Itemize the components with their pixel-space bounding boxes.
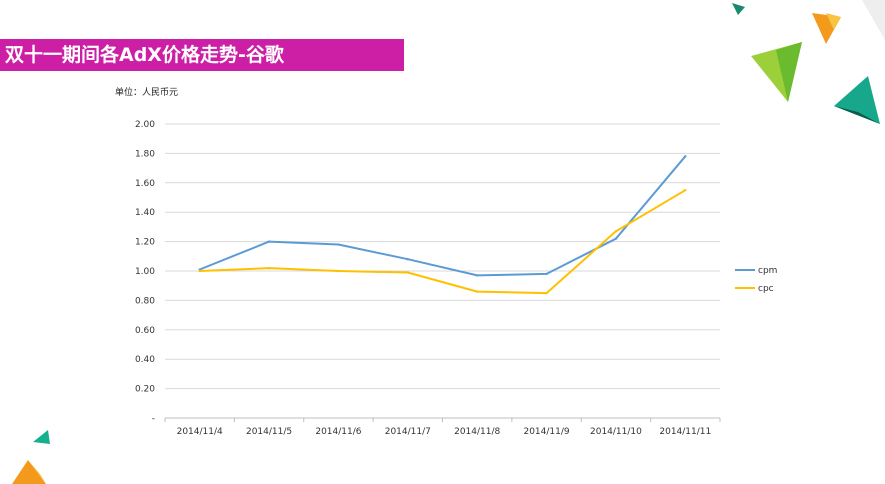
x-tick-labels: 2014/11/4 2014/11/5 2014/11/6 2014/11/7 2014… [177, 427, 712, 437]
x-tick-label: 2014/11/11 [659, 427, 711, 437]
data-point-cpc [198, 269, 201, 273]
data-point-cpm [684, 155, 687, 158]
data-point-cpc [684, 188, 687, 192]
light-orange-triangle-shape [826, 13, 841, 30]
data-point-cpm [475, 274, 479, 277]
series-lines [198, 155, 687, 295]
y-tick-label: 1.80 [135, 149, 155, 159]
small-teal-triangle-shape [33, 430, 50, 444]
x-tick-label: 2014/11/5 [246, 427, 292, 437]
slide-title: 双十一期间各AdX价格走势-谷歌 [0, 39, 404, 71]
data-point-cpc [614, 230, 618, 233]
axes [164, 417, 721, 422]
y-tick-label: 1.00 [135, 267, 155, 277]
x-tick-label: 2014/11/7 [385, 427, 431, 437]
y-tick-label: 0.60 [135, 326, 155, 336]
x-tick-label: 2014/11/10 [590, 427, 642, 437]
x-tick-label: 2014/11/9 [523, 427, 569, 437]
data-point-cpc [406, 271, 410, 274]
bottom-light-orange-triangle-shape [28, 460, 46, 484]
legend-label-cpm: cpm [758, 266, 777, 276]
dark-green-triangle-shape [776, 42, 802, 102]
y-tick-label: 0.20 [135, 385, 155, 395]
teal-large-triangle-shape [834, 76, 880, 124]
y-tick-label: 0.80 [135, 296, 155, 306]
data-point-cpm [614, 237, 618, 240]
legend-label-cpc: cpc [758, 284, 774, 294]
data-point-cpm [406, 258, 410, 261]
x-tick-label: 2014/11/8 [454, 427, 500, 437]
teal-triangle-shape [732, 3, 745, 15]
x-tick-label: 2014/11/4 [177, 427, 223, 437]
series-line-cpm [199, 155, 687, 277]
data-point-cpc [337, 269, 340, 273]
data-point-cpm [267, 240, 271, 243]
data-point-cpm [545, 272, 548, 276]
series-line-cpc [199, 189, 686, 295]
x-tick-label: 2014/11/6 [315, 427, 361, 437]
data-point-cpc [475, 290, 479, 293]
y-tick-label: - [152, 414, 155, 424]
y-tick-label: 0.40 [135, 355, 155, 365]
data-point-cpc [267, 266, 271, 270]
y-tick-label: 1.60 [135, 179, 155, 189]
y-tick-label: 2.00 [135, 120, 155, 130]
data-point-cpc [545, 291, 548, 295]
y-tick-labels: - 0.20 0.40 0.60 0.80 1.00 1.20 1.40 1.60 1.80 2.0… [135, 120, 155, 424]
dark-teal-triangle-shape [834, 106, 880, 124]
data-point-cpm [337, 243, 340, 246]
y-tick-label: 1.40 [135, 208, 155, 218]
legend: cpm cpc [735, 266, 777, 294]
bottom-orange-triangle-shape [12, 460, 46, 484]
grid-lines [165, 123, 720, 390]
unit-label: 单位：人民币元 [115, 88, 179, 98]
y-tick-label: 1.20 [135, 238, 155, 248]
gray-triangle-shape [862, 0, 885, 40]
